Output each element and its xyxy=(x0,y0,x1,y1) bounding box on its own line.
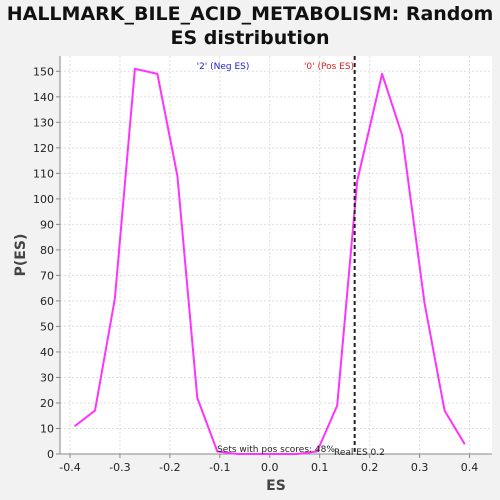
x-tick-label: -0.3 xyxy=(109,461,130,474)
data-point xyxy=(316,450,319,453)
neg-es-label: '2' (Neg ES) xyxy=(197,62,250,72)
chart-title-line2: ES distribution xyxy=(170,27,330,49)
x-tick-label: 0.4 xyxy=(461,461,479,474)
y-tick-label: 80 xyxy=(40,244,54,257)
y-tick-label: 20 xyxy=(40,397,54,410)
y-tick-label: 10 xyxy=(40,422,54,435)
data-point xyxy=(236,453,239,455)
x-tick-label: -0.2 xyxy=(159,461,180,474)
data-point xyxy=(176,175,179,177)
data-point xyxy=(256,453,259,455)
y-tick-label: 100 xyxy=(33,193,54,206)
data-point xyxy=(463,442,466,445)
data-point xyxy=(336,404,338,407)
y-tick-label: 140 xyxy=(33,91,54,104)
data-point xyxy=(196,397,199,399)
x-axis-label: ES xyxy=(266,478,286,494)
y-tick-label: 150 xyxy=(33,65,54,78)
y-tick-label: 60 xyxy=(40,295,54,308)
data-point xyxy=(443,409,446,412)
y-tick-label: 70 xyxy=(40,269,54,282)
data-point xyxy=(423,302,426,305)
data-point xyxy=(134,67,136,70)
x-tick-label: -0.4 xyxy=(59,461,80,474)
x-tick-label: -0.1 xyxy=(209,461,230,474)
y-tick-label: 30 xyxy=(40,371,54,384)
data-point xyxy=(276,453,279,455)
data-point xyxy=(156,73,159,75)
x-tick-label: 0.2 xyxy=(361,461,379,474)
y-tick-label: 120 xyxy=(33,142,54,155)
data-point xyxy=(356,180,358,182)
data-point xyxy=(401,134,403,136)
x-tick-label: 0.1 xyxy=(311,461,329,474)
chart-title-line1: HALLMARK_BILE_ACID_METABOLISM: Random xyxy=(6,3,494,25)
data-point xyxy=(114,297,116,300)
y-tick-label: 90 xyxy=(40,218,54,231)
y-tick-label: 50 xyxy=(40,320,54,333)
y-tick-label: 0 xyxy=(47,448,54,461)
y-axis-ticks: 0 10 20 30 40 50 60 70 80 90 100 110 120 130 140 150 xyxy=(33,65,60,461)
y-tick-label: 40 xyxy=(40,346,54,359)
y-tick-label: 110 xyxy=(33,167,54,180)
data-point xyxy=(381,73,383,75)
series-group xyxy=(74,67,466,455)
x-axis-ticks: -0.4 -0.3 -0.2 -0.1 0.0 0.1 0.2 0.3 0.4 xyxy=(59,454,478,474)
chart-title: HALLMARK_BILE_ACID_METABOLISM: Random ES… xyxy=(0,2,500,50)
pos-es-label: '0' (Pos ES) xyxy=(304,62,354,72)
series-line xyxy=(74,67,466,455)
x-tick-label: 0.3 xyxy=(411,461,429,474)
pos-scores-label: Sets with pos scores: 48% xyxy=(217,445,335,455)
data-point xyxy=(216,450,219,453)
data-point xyxy=(296,453,299,455)
data-point xyxy=(94,409,96,412)
y-axis-label: P(ES) xyxy=(13,234,29,277)
data-point xyxy=(74,425,76,427)
y-tick-label: 130 xyxy=(33,116,54,129)
plot-area xyxy=(60,56,492,454)
real-es-label: Real ES 0.2 xyxy=(334,448,385,458)
x-tick-label: 0.0 xyxy=(261,461,279,474)
